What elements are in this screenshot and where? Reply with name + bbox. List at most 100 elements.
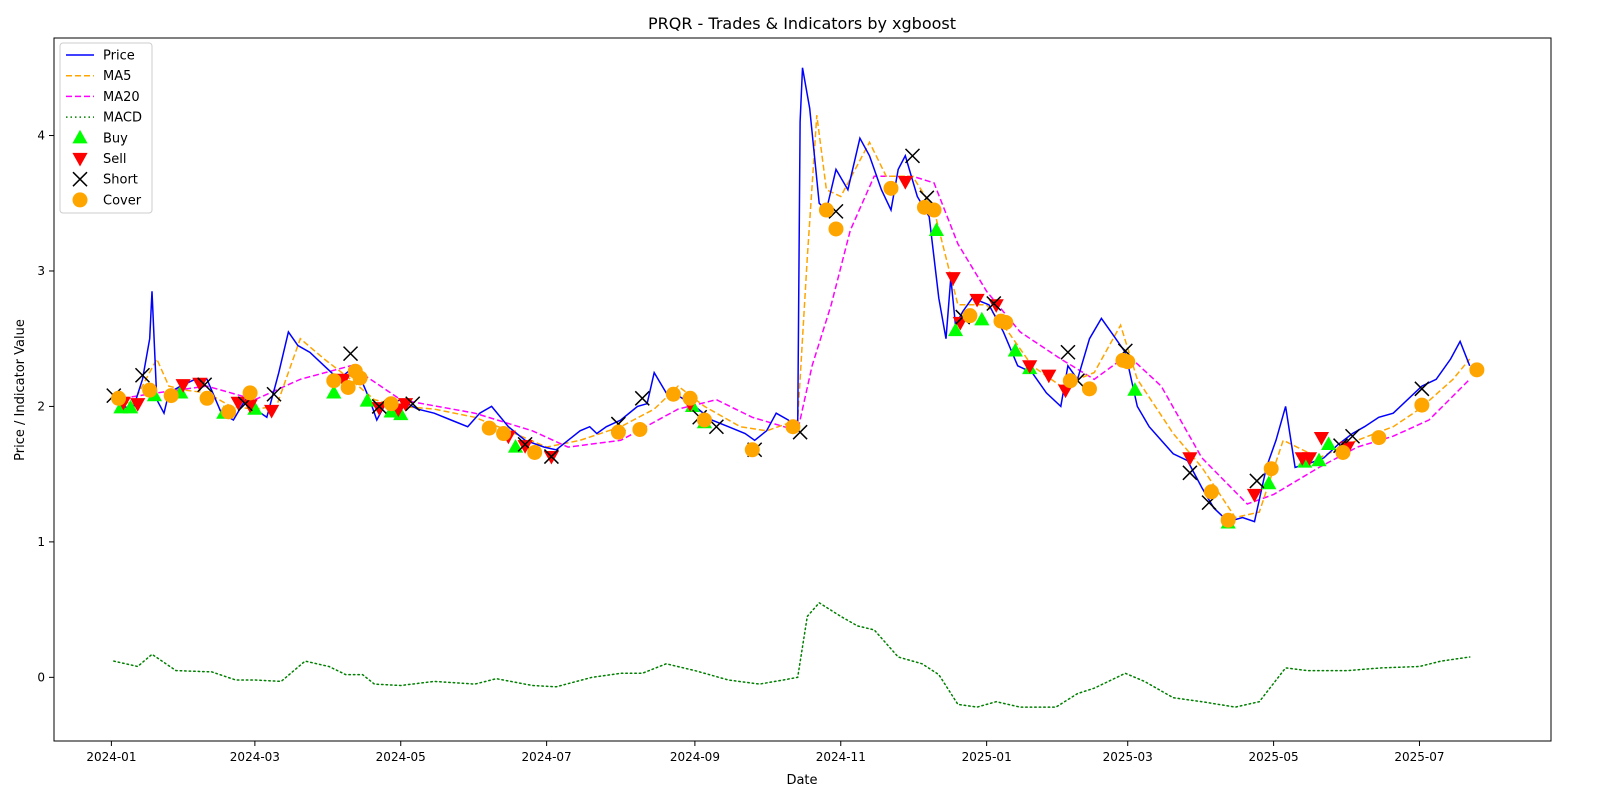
buy-marker bbox=[1311, 452, 1327, 467]
cover-marker bbox=[496, 426, 512, 442]
cover-marker bbox=[111, 390, 127, 406]
buy-marker bbox=[122, 399, 139, 414]
short-marker bbox=[266, 386, 282, 402]
cover-marker bbox=[1220, 512, 1236, 528]
sell-marker bbox=[1313, 431, 1330, 446]
cover-marker bbox=[340, 379, 356, 395]
cover-marker bbox=[1120, 354, 1136, 370]
x-axis-label: Date bbox=[786, 773, 817, 788]
cover-marker bbox=[1469, 362, 1485, 378]
cover-marker bbox=[682, 390, 698, 406]
short-marker bbox=[1249, 473, 1265, 489]
buy-marker bbox=[974, 311, 990, 326]
sell-marker bbox=[371, 402, 387, 416]
cover-marker bbox=[744, 442, 760, 458]
sell-marker bbox=[969, 293, 985, 308]
buy-marker bbox=[393, 406, 409, 421]
legend-label: MA5 bbox=[103, 69, 131, 84]
cover-marker bbox=[481, 420, 497, 436]
legend-item-short: Short bbox=[72, 171, 138, 188]
legend-label: Sell bbox=[103, 152, 126, 167]
macd-series-line bbox=[113, 601, 1471, 708]
sell-marker bbox=[130, 398, 146, 412]
cover-marker bbox=[926, 202, 942, 218]
legend-item-ma5: MA5 bbox=[66, 69, 131, 84]
trade-markers bbox=[106, 148, 1485, 529]
cover-marker bbox=[828, 221, 844, 237]
legend-item-macd: MACD bbox=[66, 111, 142, 126]
chart-title: PRQR - Trades & Indicators by xgboost bbox=[648, 14, 956, 33]
y-tick-label: 4 bbox=[37, 129, 45, 143]
legend-label: Buy bbox=[103, 131, 128, 146]
cover-marker bbox=[1203, 484, 1219, 500]
short-marker bbox=[1060, 344, 1076, 360]
sell-marker bbox=[1022, 360, 1038, 374]
x-tick-label: 2025-07 bbox=[1394, 750, 1444, 764]
plot-area-frame bbox=[53, 37, 1552, 742]
sell-marker bbox=[264, 404, 280, 419]
short-marker bbox=[543, 449, 559, 465]
short-marker bbox=[708, 419, 724, 435]
short-marker bbox=[986, 295, 1002, 312]
cover-marker bbox=[142, 382, 158, 398]
short-marker bbox=[1344, 428, 1361, 444]
sell-marker bbox=[543, 450, 560, 465]
legend-label: MA20 bbox=[103, 90, 140, 105]
buy-marker bbox=[72, 129, 88, 144]
sell-marker bbox=[397, 398, 414, 412]
y-tick-label: 1 bbox=[37, 535, 45, 549]
buy-marker bbox=[1321, 436, 1337, 450]
cover-marker bbox=[632, 421, 648, 437]
buy-marker bbox=[928, 222, 945, 236]
series-layer bbox=[113, 67, 1471, 708]
cover-marker bbox=[527, 444, 543, 460]
cover-marker bbox=[326, 373, 342, 389]
short-marker bbox=[343, 346, 359, 362]
cover-marker bbox=[1062, 373, 1078, 389]
cover-marker bbox=[818, 202, 834, 218]
short-marker bbox=[1414, 381, 1430, 397]
cover-marker bbox=[72, 192, 88, 208]
x-tick-label: 2025-03 bbox=[1103, 750, 1153, 764]
cover-marker bbox=[610, 424, 626, 440]
buy-marker bbox=[359, 393, 375, 407]
price-series-line bbox=[113, 67, 1471, 523]
legend-label: Cover bbox=[103, 193, 142, 208]
cover-marker bbox=[1335, 444, 1351, 460]
x-tick-label: 2025-05 bbox=[1249, 750, 1299, 764]
short-marker bbox=[634, 390, 650, 406]
legend-label: Short bbox=[103, 173, 138, 188]
buy-marker bbox=[1007, 342, 1023, 357]
cover-marker bbox=[998, 314, 1014, 330]
cover-marker bbox=[883, 180, 899, 196]
axes: 2024-01 2024-03 2024-05 2024-07 2024-09 2024-… bbox=[37, 129, 1444, 764]
sell-marker bbox=[1041, 369, 1057, 384]
sell-marker bbox=[72, 152, 88, 167]
buy-marker bbox=[113, 399, 129, 414]
sell-marker bbox=[1301, 452, 1318, 466]
y-tick-label: 2 bbox=[37, 399, 45, 413]
short-marker bbox=[1182, 465, 1198, 481]
y-tick-label: 0 bbox=[37, 670, 45, 684]
legend-item-buy: Buy bbox=[72, 129, 128, 146]
legend: Price MA5 MA20 MACD Buy Sell Short Cover bbox=[59, 42, 153, 214]
sell-marker bbox=[517, 440, 533, 454]
ma20-series-line bbox=[113, 175, 1471, 505]
short-marker bbox=[904, 148, 921, 164]
cover-marker bbox=[665, 386, 681, 402]
x-tick-label: 2024-03 bbox=[230, 750, 280, 764]
legend-label: MACD bbox=[103, 111, 142, 126]
cover-marker bbox=[163, 388, 179, 404]
cover-marker bbox=[785, 419, 801, 435]
sell-marker bbox=[897, 175, 913, 190]
cover-marker bbox=[221, 404, 237, 420]
x-tick-label: 2024-05 bbox=[376, 750, 426, 764]
x-tick-label: 2024-01 bbox=[86, 750, 136, 764]
sell-marker bbox=[1182, 452, 1198, 466]
x-tick-label: 2024-07 bbox=[522, 750, 572, 764]
buy-marker bbox=[947, 322, 964, 337]
x-tick-label: 2024-11 bbox=[816, 750, 866, 764]
sell-marker bbox=[1246, 488, 1263, 503]
